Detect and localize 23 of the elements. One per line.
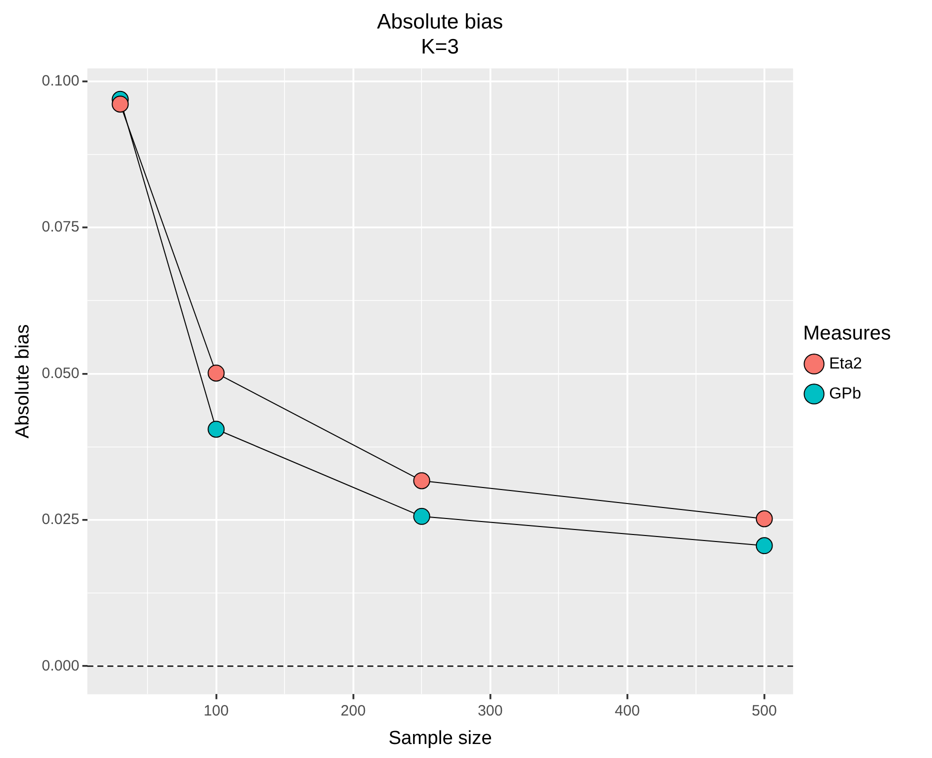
point bbox=[413, 508, 430, 525]
point bbox=[413, 472, 430, 490]
x-tick-label: 200 bbox=[340, 702, 366, 720]
point bbox=[208, 420, 225, 438]
x-tick-label: 300 bbox=[478, 702, 503, 720]
x-tick-label: 100 bbox=[204, 702, 229, 720]
legend-label: Eta2 bbox=[829, 355, 862, 372]
y-tick-label: 0.025 bbox=[42, 511, 80, 528]
point bbox=[756, 537, 773, 554]
x-tick-label: 400 bbox=[614, 702, 640, 720]
legend-title: Measures bbox=[803, 322, 891, 345]
y-tick-label: 0.100 bbox=[42, 72, 80, 90]
y-tick-label: 0.075 bbox=[42, 218, 80, 236]
x-axis-title: Sample size bbox=[388, 728, 492, 749]
legend-label: GPb bbox=[829, 385, 862, 402]
point bbox=[208, 364, 225, 382]
point bbox=[756, 510, 773, 528]
chart-title: Absolute bias K=3 bbox=[376, 10, 504, 59]
y-tick-label: 0.050 bbox=[42, 364, 80, 382]
point bbox=[112, 96, 129, 113]
y-tick-label: 0.000 bbox=[42, 657, 80, 674]
y-axis-title: Absolute bias bbox=[12, 324, 34, 438]
x-tick-label: 500 bbox=[752, 702, 777, 720]
